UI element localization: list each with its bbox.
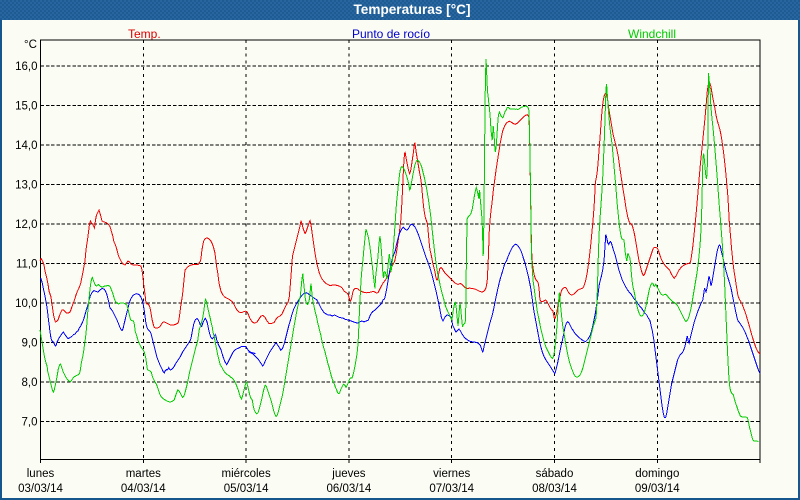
svg-text:09/03/14: 09/03/14: [635, 483, 680, 495]
svg-text:07/03/14: 07/03/14: [429, 483, 474, 495]
svg-text:sábado: sábado: [536, 468, 574, 480]
svg-text:lunes: lunes: [27, 468, 55, 480]
svg-text:11,0: 11,0: [16, 259, 38, 271]
svg-text:10,0: 10,0: [15, 298, 37, 310]
svg-text:domingo: domingo: [635, 468, 679, 480]
svg-text:05/03/14: 05/03/14: [224, 483, 269, 495]
svg-text:14,0: 14,0: [15, 140, 37, 152]
svg-text:12,0: 12,0: [15, 219, 37, 231]
svg-text:7,0: 7,0: [22, 417, 38, 429]
svg-text:jueves: jueves: [331, 468, 365, 480]
svg-text:03/03/14: 03/03/14: [18, 483, 63, 495]
svg-text:martes: martes: [126, 468, 161, 480]
svg-text:06/03/14: 06/03/14: [327, 483, 372, 495]
svg-text:viernes: viernes: [433, 468, 470, 480]
svg-text:13,0: 13,0: [15, 180, 37, 192]
svg-text:04/03/14: 04/03/14: [121, 483, 166, 495]
svg-text:16,0: 16,0: [15, 61, 37, 73]
svg-text:miércoles: miércoles: [221, 468, 270, 480]
svg-text:8,0: 8,0: [22, 377, 38, 389]
svg-text:9,0: 9,0: [22, 338, 38, 350]
svg-text:15,0: 15,0: [15, 101, 37, 113]
svg-text:08/03/14: 08/03/14: [532, 483, 577, 495]
svg-text:°C: °C: [24, 39, 37, 51]
